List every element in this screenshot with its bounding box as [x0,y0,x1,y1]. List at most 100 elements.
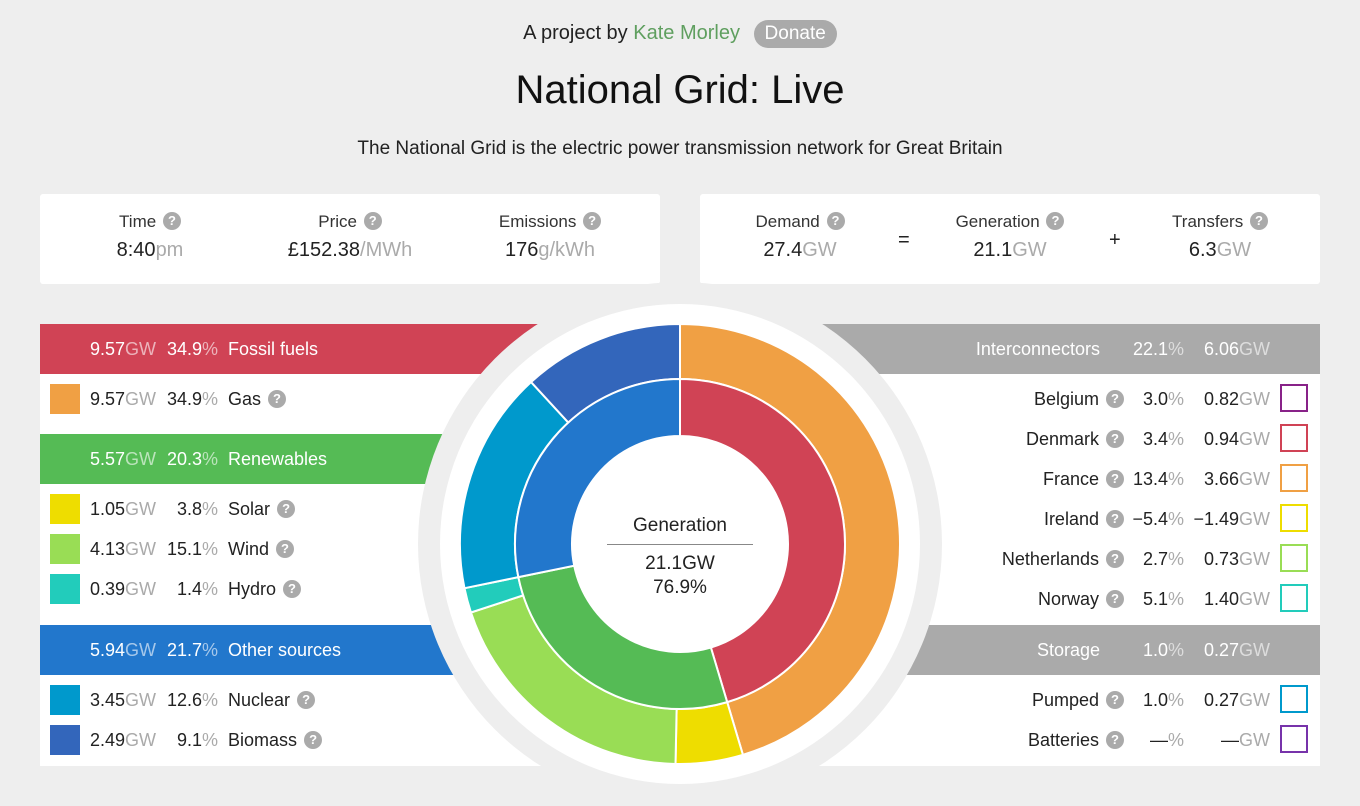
gw-unit: GW [1239,549,1270,569]
ireland-pct: −5.4 [1132,509,1168,529]
time-unit: pm [155,239,184,261]
help-icon[interactable]: ? [162,212,181,230]
biomass-swatch [50,725,80,755]
transfer-row-netherlands[interactable]: Netherlands ? 2.7% 0.73GW [680,534,1320,584]
help-icon[interactable]: ? [1106,470,1124,488]
demand-stat: Demand ? 27.4GW [700,212,900,262]
gw-unit: GW [1239,640,1270,660]
help-icon[interactable]: ? [1106,691,1124,709]
solar-swatch [50,494,80,524]
time-label: Time [119,212,157,231]
france-pct: 13.4 [1132,469,1168,489]
page-title: National Grid: Live [515,68,845,112]
source-row-biomass[interactable]: 2.49GW 9.1% Biomass ? [40,715,680,765]
netherlands-swatch [1280,544,1308,572]
pct-unit: % [1167,730,1184,750]
price-stat: Price ? £152.38/MWh [250,212,450,262]
help-icon[interactable]: ? [1106,390,1124,408]
help-icon[interactable]: ? [1106,430,1124,448]
gw-unit: GW [125,449,156,469]
transfer-row-pumped[interactable]: Pumped ? 1.0% 0.27GW [680,675,1320,725]
pct-unit: % [201,640,218,660]
gw-unit: GW [125,690,156,710]
belgium-name: Belgium [1033,389,1099,409]
norway-swatch [1280,584,1308,612]
transfer-row-ireland[interactable]: Ireland ? −5.4% −1.49GW [680,494,1320,544]
help-icon[interactable]: ? [276,540,295,558]
source-row-gas[interactable]: 9.57GW 34.9% Gas ? [40,374,680,424]
donate-button[interactable]: Donate [753,20,837,48]
pct-unit: % [1167,509,1184,529]
page-subtitle: The National Grid is the electric power … [357,138,1003,159]
norway-name: Norway [1037,589,1099,609]
gw-unit: GW [1239,469,1270,489]
storage-pct: 1.0 [1142,640,1168,660]
batteries-gw: — [1221,730,1239,750]
gw-unit: GW [1239,429,1270,449]
category-interconnectors[interactable]: Interconnectors 22.1% 6.06GW [680,324,1320,374]
pumped-name: Pumped [1031,690,1099,710]
help-icon[interactable]: ? [304,731,323,749]
other-name: Other sources [228,640,342,660]
help-icon[interactable]: ? [1106,550,1124,568]
source-row-wind[interactable]: 4.13GW 15.1% Wind ? [40,524,680,574]
help-icon[interactable]: ? [1106,590,1124,608]
pct-unit: % [201,339,218,359]
help-icon[interactable]: ? [1249,212,1268,230]
gw-unit: GW [1239,389,1270,409]
transfer-row-france[interactable]: France ? 13.4% 3.66GW [680,454,1320,504]
generation-unit: GW [1012,239,1047,261]
interconnectors-pct: 22.1 [1132,339,1168,359]
transfer-row-batteries[interactable]: Batteries ? —% —GW [680,715,1320,765]
price-value: £152.38 [287,239,361,261]
interconnectors-name: Interconnectors [975,339,1100,359]
donut-pct: 76.9% [653,577,707,598]
hydro-name: Hydro [228,579,277,599]
source-row-nuclear[interactable]: 3.45GW 12.6% Nuclear ? [40,675,680,725]
time-value: 8:40 [116,239,156,261]
renewables-name: Renewables [228,449,328,469]
plus-sign: + [1109,229,1121,251]
help-icon[interactable]: ? [363,212,382,230]
netherlands-name: Netherlands [1001,549,1099,569]
wind-name: Wind [228,539,270,559]
pct-unit: % [1167,690,1184,710]
transfer-row-denmark[interactable]: Denmark ? 3.4% 0.94GW [680,414,1320,464]
transfer-row-belgium[interactable]: Belgium ? 3.0% 0.82GW [680,374,1320,424]
pct-unit: % [201,449,218,469]
gw-unit: GW [125,389,156,409]
help-icon[interactable]: ? [1106,510,1124,528]
batteries-name: Batteries [1027,730,1099,750]
help-icon[interactable]: ? [826,212,845,230]
transfer-row-norway[interactable]: Norway ? 5.1% 1.40GW [680,574,1320,624]
help-icon[interactable]: ? [268,390,287,408]
byline: A project by Kate Morley Donate [0,20,1360,48]
gw-unit: GW [125,640,156,660]
help-icon[interactable]: ? [583,212,602,230]
source-row-solar[interactable]: 1.05GW 3.8% Solar ? [40,484,680,534]
nuclear-gw: 3.45 [89,690,125,710]
pumped-gw: 0.27 [1203,690,1239,710]
transfers-value: 6.3 [1188,239,1217,261]
category-renewables[interactable]: 5.57GW 20.3% Renewables [40,434,680,484]
price-unit: /MWh [360,239,413,261]
help-icon[interactable]: ? [1046,212,1065,230]
hydro-swatch [50,574,80,604]
category-storage[interactable]: Storage 1.0% 0.27GW [680,625,1320,675]
transfers-unit: GW [1216,239,1252,261]
netherlands-gw: 0.73 [1203,549,1239,569]
pct-unit: % [1167,549,1184,569]
help-icon[interactable]: ? [297,691,316,709]
help-icon[interactable]: ? [283,580,302,598]
source-row-hydro[interactable]: 0.39GW 1.4% Hydro ? [40,564,680,614]
help-icon[interactable]: ? [1106,731,1124,749]
norway-gw: 1.40 [1203,589,1239,609]
author-link[interactable]: Kate Morley [633,22,740,44]
fossil-gw: 9.57 [89,339,125,359]
category-fossil-fuels[interactable]: 9.57GW 34.9% Fossil fuels [40,324,680,374]
solar-pct: 3.8 [176,499,202,519]
category-other-sources[interactable]: 5.94GW 21.7% Other sources [40,625,680,675]
help-icon[interactable]: ? [277,500,296,518]
pumped-swatch [1280,685,1308,713]
solar-name: Solar [228,499,271,519]
